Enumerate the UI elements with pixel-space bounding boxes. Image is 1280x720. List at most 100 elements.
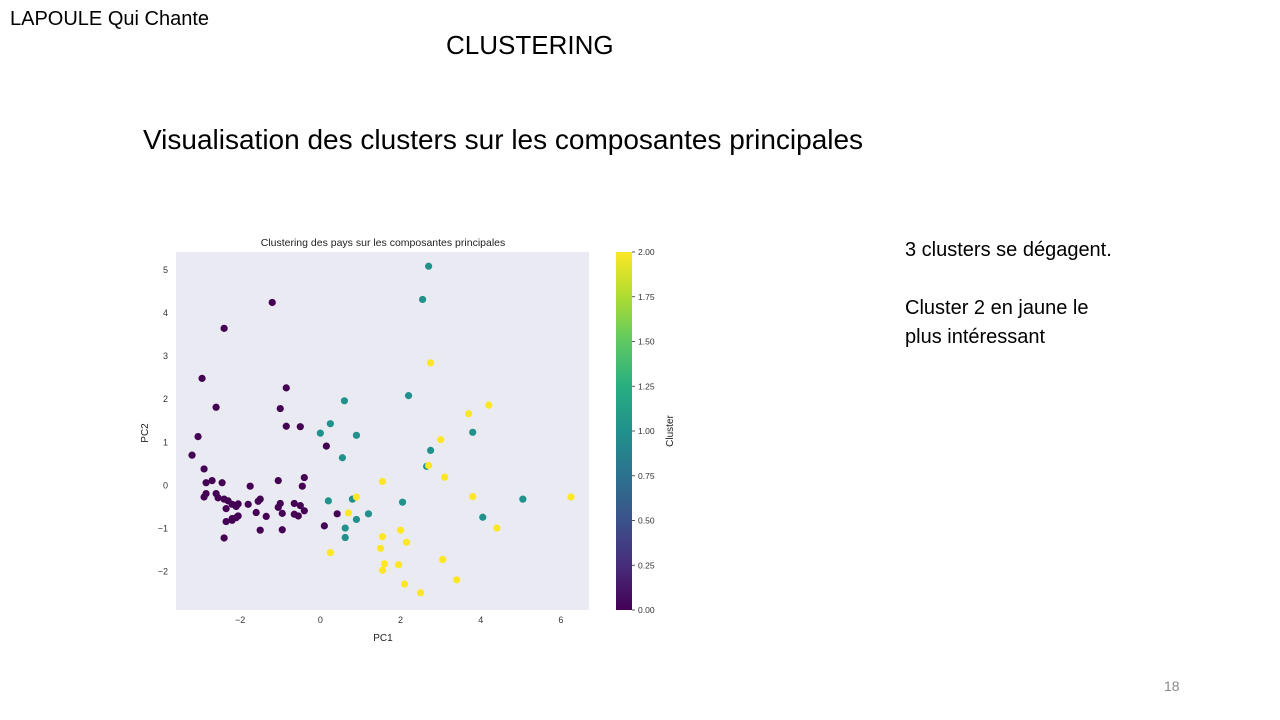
data-point — [296, 502, 304, 510]
colorbar-tick-label: 0.75 — [638, 471, 655, 481]
data-point — [222, 517, 230, 526]
data-point — [425, 461, 433, 470]
y-tick-label: 0 — [163, 480, 168, 490]
data-point — [194, 433, 202, 441]
data-point — [465, 410, 473, 418]
y-tick-label: 4 — [163, 308, 168, 318]
data-point — [338, 454, 347, 462]
x-axis: −2 0 2 4 6 — [235, 615, 563, 625]
slide-subtitle: Visualisation des clusters sur les compo… — [143, 124, 864, 155]
data-points — [188, 262, 575, 597]
data-point — [416, 589, 425, 597]
data-point — [298, 482, 306, 490]
data-point — [344, 509, 353, 517]
data-point — [453, 576, 461, 584]
data-point — [333, 510, 341, 518]
data-point — [400, 580, 409, 588]
data-point — [252, 508, 260, 517]
data-point — [296, 423, 304, 431]
colorbar-tick-label: 1.00 — [638, 426, 655, 436]
data-point — [427, 359, 435, 367]
data-point — [402, 538, 411, 546]
data-point — [378, 477, 387, 486]
data-point — [234, 500, 242, 508]
data-point — [290, 510, 298, 518]
data-point — [200, 493, 208, 501]
data-point — [404, 392, 413, 400]
data-point — [202, 479, 210, 487]
y-axis: −2 −1 0 1 2 3 4 5 — [158, 265, 168, 577]
data-point — [220, 324, 228, 332]
colorbar-tick-label: 1.25 — [638, 381, 655, 391]
data-point — [274, 503, 282, 511]
data-point — [282, 422, 290, 430]
data-point — [222, 505, 230, 513]
data-point — [326, 420, 334, 428]
data-point — [567, 493, 575, 501]
data-point — [341, 533, 349, 542]
data-point — [316, 429, 324, 437]
scatter-chart: Clustering des pays sur les composantes … — [130, 228, 710, 652]
data-point — [394, 561, 403, 569]
data-point — [398, 498, 407, 506]
data-point — [274, 477, 282, 485]
y-tick-label: −2 — [158, 567, 168, 577]
slide-title: CLUSTERING — [446, 30, 614, 60]
y-tick-label: 5 — [163, 265, 168, 275]
x-tick-label: 0 — [318, 615, 323, 625]
data-point — [485, 401, 493, 409]
data-point — [214, 494, 222, 502]
data-point — [378, 566, 387, 574]
data-point — [326, 549, 334, 557]
colorbar-tick-label: 1.50 — [638, 337, 655, 347]
scatter-chart-svg: Clustering des pays sur les composantes … — [140, 237, 676, 644]
data-point — [212, 403, 220, 411]
x-axis-label: PC1 — [373, 633, 393, 644]
data-point — [322, 442, 330, 450]
data-point — [439, 555, 447, 564]
data-point — [437, 436, 445, 444]
data-point — [479, 513, 487, 521]
data-point — [441, 473, 449, 481]
data-point — [200, 465, 208, 473]
x-tick-label: −2 — [235, 615, 245, 625]
data-point — [469, 428, 477, 436]
data-point — [341, 524, 349, 532]
data-point — [276, 404, 284, 413]
data-point — [228, 516, 236, 524]
data-point — [278, 526, 286, 534]
data-point — [218, 479, 226, 487]
note-cluster-2: Cluster 2 en jaune le plus intéressant — [905, 297, 1089, 348]
data-point — [300, 507, 308, 515]
brand-name: LAPOULE Qui Chante — [10, 8, 209, 30]
y-tick-label: 1 — [163, 437, 168, 447]
colorbar-tick-label: 2.00 — [638, 247, 655, 257]
colorbar-tick-label: 0.50 — [638, 516, 655, 526]
data-point — [352, 515, 361, 524]
x-tick-label: 4 — [478, 615, 483, 625]
data-point — [256, 526, 264, 534]
data-point — [282, 384, 290, 392]
data-point — [519, 495, 527, 503]
data-point — [256, 495, 264, 503]
data-point — [378, 533, 387, 541]
data-point — [493, 524, 501, 532]
plot-area — [176, 252, 589, 610]
data-point — [290, 499, 298, 508]
data-point — [268, 298, 276, 307]
data-point — [418, 295, 427, 304]
data-point — [396, 526, 405, 534]
side-notes: 3 clusters se dégagent. Cluster 2 en jau… — [905, 236, 1125, 352]
data-point — [376, 544, 385, 552]
colorbar — [616, 252, 632, 610]
y-tick-label: −1 — [158, 524, 168, 534]
colorbar-tick-label: 0.25 — [638, 560, 655, 570]
data-point — [320, 522, 328, 530]
data-point — [340, 397, 349, 405]
data-point — [278, 509, 286, 517]
data-point — [352, 493, 361, 501]
data-point — [198, 374, 206, 382]
page-number: 18 — [1164, 678, 1180, 694]
note-clusters: 3 clusters se dégagent. — [905, 239, 1112, 261]
chart-title: Clustering des pays sur les composantes … — [261, 237, 506, 249]
